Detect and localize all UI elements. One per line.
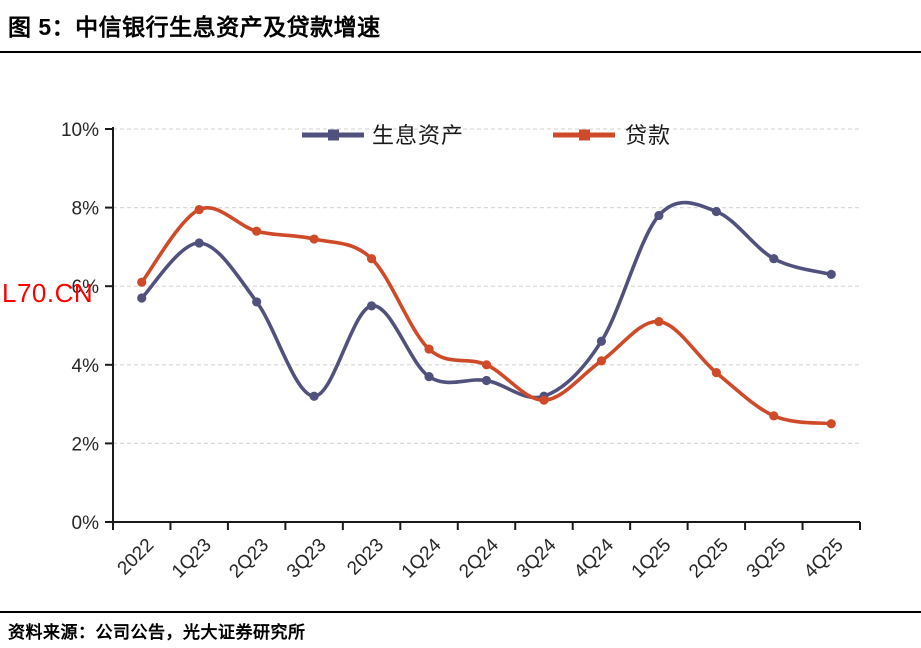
data-point <box>366 301 377 311</box>
watermark-text: L70.CN <box>2 278 94 308</box>
x-axis-label: 3Q24 <box>513 534 561 582</box>
y-axis-label: 4% <box>72 356 100 377</box>
data-point <box>424 371 434 382</box>
y-axis-label: 2% <box>72 434 100 455</box>
data-point <box>137 277 147 287</box>
x-axis-label: 4Q25 <box>800 535 848 583</box>
data-point <box>194 238 204 248</box>
y-axis-label: 6% <box>72 277 100 298</box>
legend-marker-square <box>579 129 590 141</box>
source-note: 资料来源：公司公告，光大证券研究所 <box>8 623 306 642</box>
figure-title: 图 5：中信银行生息资产及贷款增速 <box>8 14 381 40</box>
data-point <box>309 234 319 244</box>
data-point <box>711 206 721 217</box>
data-point <box>252 226 262 236</box>
y-axis-label: 10% <box>61 120 99 141</box>
x-axis-label: 2023 <box>343 535 388 580</box>
data-point <box>596 336 607 346</box>
legend-item-生息资产: 生息资产 <box>302 123 464 148</box>
x-axis-label: 2Q24 <box>455 534 503 582</box>
x-axis-label: 1Q25 <box>628 535 676 583</box>
data-point <box>252 297 262 307</box>
data-point <box>424 344 434 354</box>
growth-line-chart: 0% 2% 4% 6% 8% 10% 2022 1Q23 2Q23 3Q23 2023 1Q24 2Q2… <box>0 100 921 605</box>
data-point <box>769 411 779 421</box>
data-point <box>194 204 204 215</box>
title-divider <box>0 51 921 53</box>
x-axis-label: 3Q23 <box>283 535 331 583</box>
footer-divider <box>0 611 921 613</box>
x-axis-label: 1Q24 <box>398 534 446 582</box>
data-point <box>711 368 721 378</box>
data-point <box>481 360 492 370</box>
data-point <box>137 293 147 303</box>
x-axis-label: 2022 <box>114 535 159 580</box>
data-point <box>769 254 779 264</box>
x-axis-label: 2Q23 <box>225 535 273 583</box>
data-point <box>654 316 664 327</box>
legend-marker-square <box>328 129 339 141</box>
series-line-贷款 <box>139 206 834 426</box>
data-point <box>826 269 836 280</box>
legend-label: 生息资产 <box>372 123 464 148</box>
data-point <box>539 395 549 405</box>
y-axis-label: 8% <box>72 199 100 220</box>
x-axis-label: 1Q23 <box>168 535 216 583</box>
x-axis-label: 3Q25 <box>743 535 791 583</box>
legend-item-贷款: 贷款 <box>553 123 671 148</box>
figure-title-bar: 图 5：中信银行生息资产及贷款增速 <box>0 0 921 53</box>
data-point <box>654 210 664 221</box>
chart-canvas: 0%2%4%6%8%10%2022 1Q23 2Q23 3Q23 2023 1Q24 2Q2… <box>61 120 861 583</box>
data-point <box>481 375 492 386</box>
data-point <box>309 391 319 401</box>
legend-label: 贷款 <box>625 123 671 148</box>
data-point <box>826 419 836 429</box>
y-axis-label: 0% <box>72 513 100 534</box>
data-point <box>596 356 607 366</box>
data-point <box>366 254 377 264</box>
x-axis-label: 2Q25 <box>685 535 733 583</box>
x-axis-label: 4Q24 <box>570 534 618 582</box>
